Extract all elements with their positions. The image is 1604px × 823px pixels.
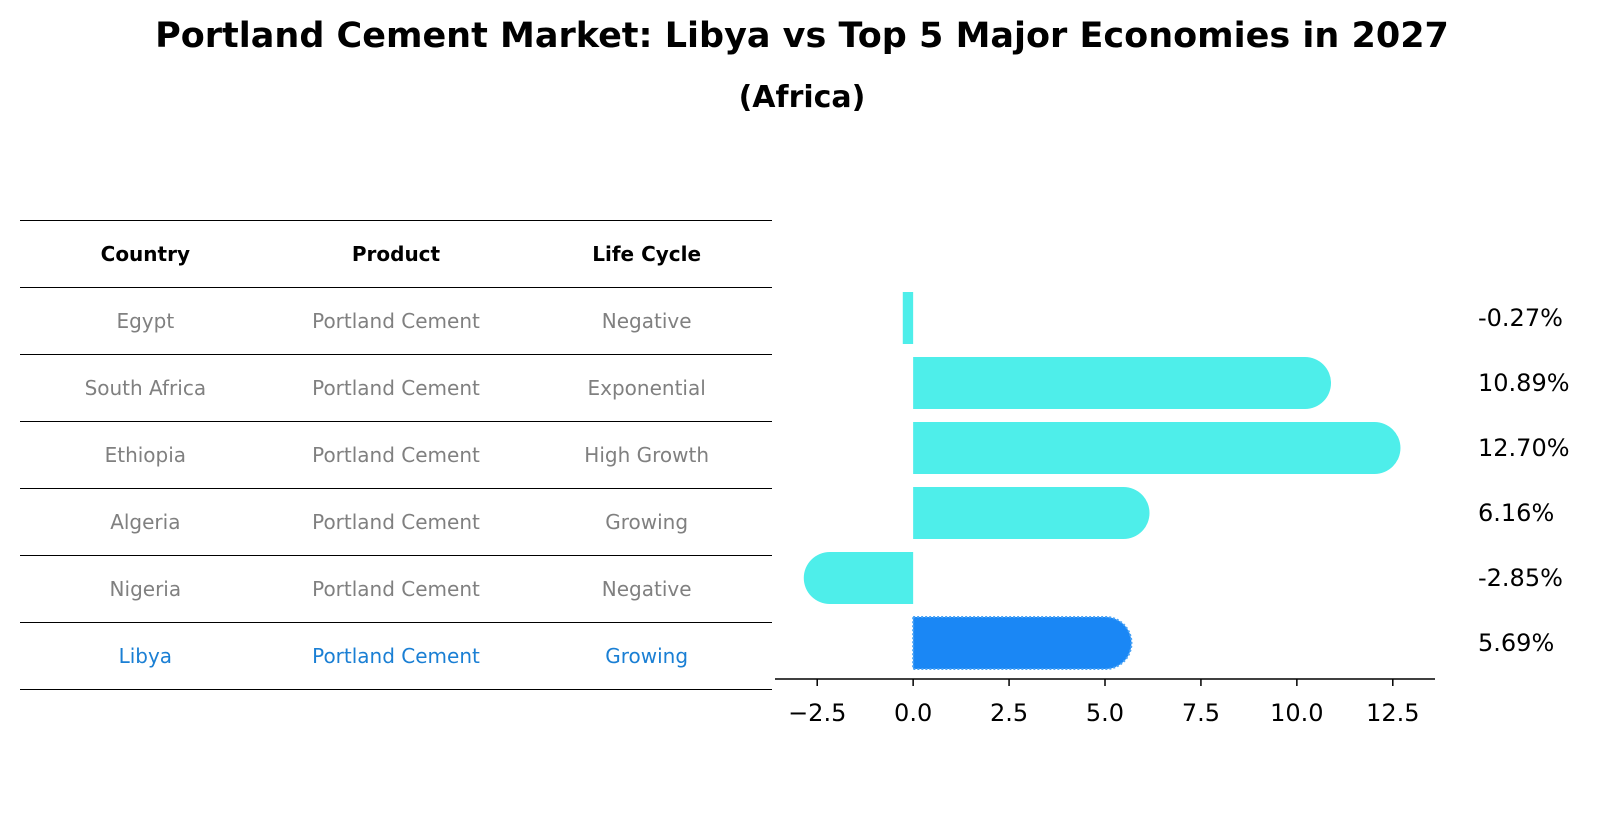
cell-life-cycle: High Growth bbox=[521, 421, 772, 489]
header-product: Product bbox=[270, 220, 522, 288]
chart-title: Portland Cement Market: Libya vs Top 5 M… bbox=[155, 16, 1449, 56]
bar-egypt bbox=[902, 292, 914, 344]
table-row-ethiopia: Ethiopia Portland Cement High Growth bbox=[20, 421, 772, 489]
cell-life-cycle: Negative bbox=[521, 287, 772, 355]
cell-country: Libya bbox=[20, 622, 271, 690]
table-row-south-africa: South Africa Portland Cement Exponential bbox=[20, 354, 772, 422]
cell-country: Algeria bbox=[20, 488, 271, 556]
value-label-egypt: -0.27% bbox=[1478, 304, 1563, 332]
table-row-nigeria: Nigeria Portland Cement Negative bbox=[20, 555, 772, 623]
cell-product: Portland Cement bbox=[270, 287, 522, 355]
cell-country: South Africa bbox=[20, 354, 271, 422]
cell-life-cycle: Growing bbox=[521, 622, 772, 690]
cell-life-cycle: Growing bbox=[521, 488, 772, 556]
table-header-row: Country Product Life Cycle bbox=[20, 220, 772, 288]
bar-south-africa bbox=[913, 357, 1332, 409]
cell-product: Portland Cement bbox=[270, 421, 522, 489]
x-tick-label: 5.0 bbox=[1086, 699, 1124, 727]
x-tick-label: 10.0 bbox=[1270, 699, 1323, 727]
value-label-algeria: 6.16% bbox=[1478, 499, 1554, 527]
cell-life-cycle: Exponential bbox=[521, 354, 772, 422]
growth-bar-chart: -0.27% 10.89% 12.70% 6.16% -2.85% 5.69% −2.5 0.… bbox=[775, 292, 1570, 727]
cell-product: Portland Cement bbox=[270, 622, 522, 690]
country-table: Country Product Life Cycle Egypt Portlan… bbox=[20, 220, 772, 690]
bar-libya bbox=[912, 616, 1133, 670]
cell-country: Egypt bbox=[20, 287, 271, 355]
value-label-ethiopia: 12.70% bbox=[1478, 434, 1570, 462]
header-life-cycle: Life Cycle bbox=[521, 220, 772, 288]
cell-life-cycle: Negative bbox=[521, 555, 772, 623]
bar-nigeria bbox=[803, 552, 914, 604]
bar-ethiopia bbox=[913, 422, 1401, 474]
chart-subtitle: (Africa) bbox=[738, 80, 866, 115]
value-label-nigeria: -2.85% bbox=[1478, 564, 1563, 592]
table-row-egypt: Egypt Portland Cement Negative bbox=[20, 287, 772, 355]
table-row-algeria: Algeria Portland Cement Growing bbox=[20, 488, 772, 556]
x-tick-label: −2.5 bbox=[788, 699, 846, 727]
header-country: Country bbox=[20, 220, 271, 288]
x-tick-label: 2.5 bbox=[990, 699, 1028, 727]
value-label-south-africa: 10.89% bbox=[1478, 369, 1570, 397]
cell-product: Portland Cement bbox=[270, 488, 522, 556]
bar-algeria bbox=[913, 487, 1150, 539]
table-row-libya: Libya Portland Cement Growing bbox=[20, 622, 772, 690]
cell-product: Portland Cement bbox=[270, 354, 522, 422]
x-tick-label: 0.0 bbox=[894, 699, 932, 727]
x-tick-label: 7.5 bbox=[1182, 699, 1220, 727]
cell-country: Ethiopia bbox=[20, 421, 271, 489]
cell-country: Nigeria bbox=[20, 555, 271, 623]
cell-product: Portland Cement bbox=[270, 555, 522, 623]
value-label-libya: 5.69% bbox=[1478, 629, 1554, 657]
x-tick-label: 12.5 bbox=[1366, 699, 1419, 727]
